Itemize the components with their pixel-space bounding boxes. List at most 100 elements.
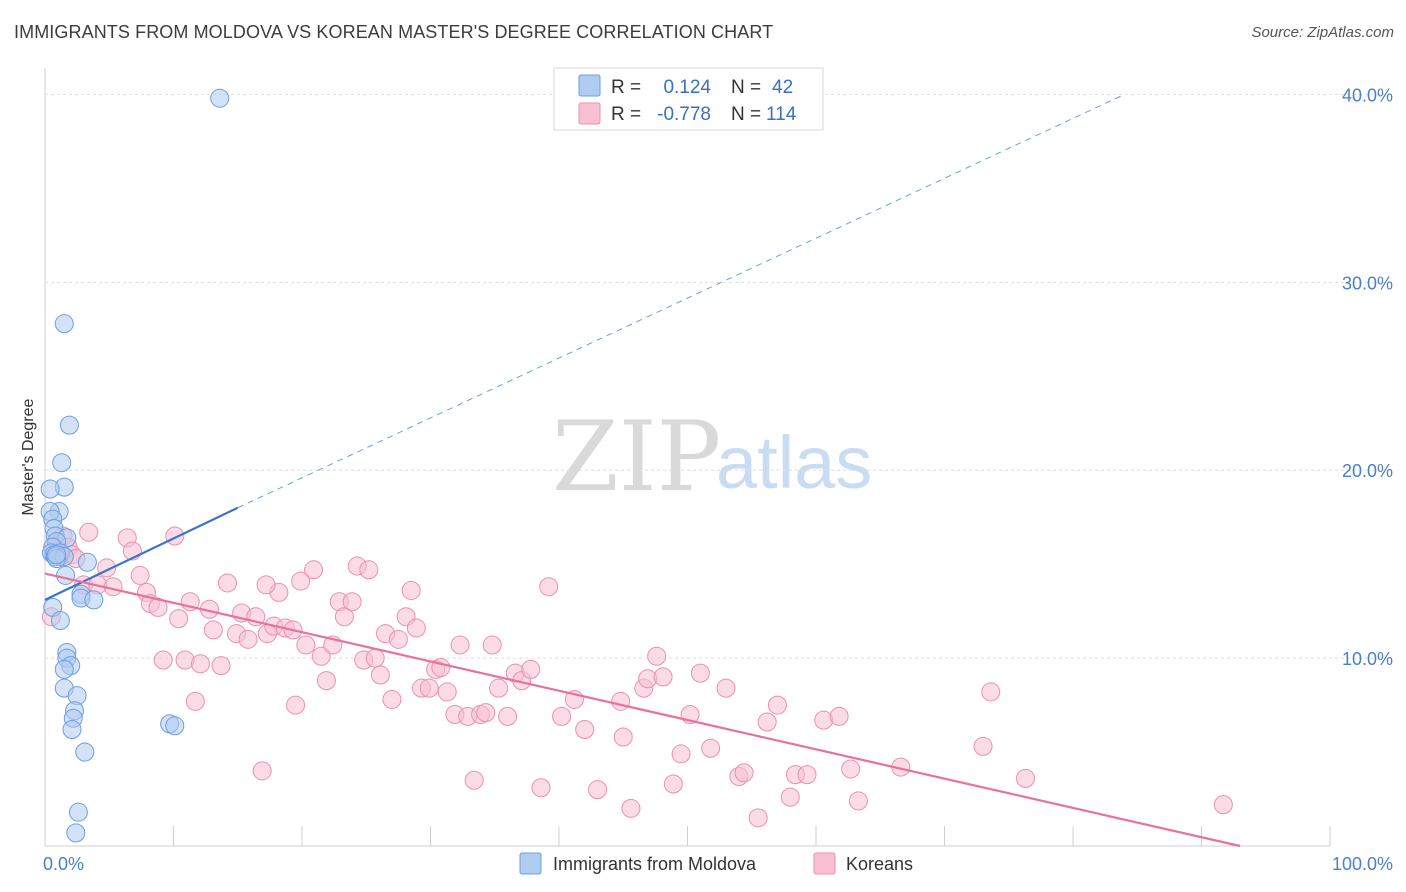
data-point-koreans — [647, 646, 667, 666]
data-point-koreans — [671, 744, 691, 764]
bottom-legend: Immigrants from Moldova Koreans — [519, 852, 913, 875]
legend-swatch-koreans — [578, 102, 601, 125]
data-point-koreans — [296, 635, 316, 655]
data-point-koreans — [701, 738, 721, 758]
data-point-koreans — [780, 787, 800, 807]
gridlines — [45, 93, 1395, 659]
data-point-koreans — [304, 560, 324, 580]
data-point-moldova — [66, 823, 86, 843]
data-point-koreans — [316, 671, 336, 691]
data-point-moldova — [40, 479, 60, 499]
watermark-atlas: atlas — [716, 421, 872, 504]
data-point-koreans — [185, 691, 205, 711]
legend-n-value-koreans: 114 — [766, 104, 797, 125]
data-point-koreans — [342, 592, 362, 612]
data-point-moldova — [210, 88, 230, 108]
data-point-koreans — [748, 808, 768, 828]
data-point-koreans — [841, 759, 861, 779]
chart-title: IMMIGRANTS FROM MOLDOVA VS KOREAN MASTER… — [14, 22, 774, 42]
x-ticks — [44, 826, 1331, 846]
data-point-koreans — [734, 763, 754, 783]
watermark-zip: ZIP — [552, 401, 721, 513]
data-point-koreans — [311, 646, 331, 666]
data-point-moldova — [165, 716, 185, 736]
legend-r-value-koreans: -0.778 — [657, 104, 711, 125]
data-point-koreans — [611, 691, 631, 711]
x-tick-label-max: 100.0% — [1332, 854, 1393, 874]
data-point-koreans — [489, 678, 509, 698]
data-point-koreans — [521, 659, 541, 679]
bottom-legend-swatch-koreans — [813, 852, 836, 875]
legend-n-label-moldova: N = — [731, 77, 761, 98]
legend-r-label-koreans: R = — [611, 104, 641, 125]
legend-n-value-moldova: 42 — [772, 77, 793, 98]
data-point-moldova — [47, 545, 67, 565]
data-point-koreans — [690, 663, 710, 683]
data-point-koreans — [211, 656, 231, 676]
bottom-legend-swatch-moldova — [519, 852, 542, 875]
data-point-koreans — [382, 689, 402, 709]
legend-r-label-moldova: R = — [611, 77, 641, 98]
data-point-moldova — [54, 314, 74, 334]
data-point-moldova — [59, 415, 79, 435]
data-point-koreans — [334, 607, 354, 627]
data-point-koreans — [252, 761, 272, 781]
data-point-koreans — [848, 791, 868, 811]
data-point-koreans — [359, 560, 379, 580]
y-tick-labels: 10.0% 20.0% 30.0% 40.0% — [1342, 85, 1393, 669]
trend-lines — [44, 93, 1241, 848]
data-point-koreans — [482, 635, 502, 655]
data-point-koreans — [498, 706, 518, 726]
data-point-koreans — [1015, 768, 1035, 788]
y-tick-label: 40.0% — [1342, 85, 1393, 105]
data-point-koreans — [653, 667, 673, 687]
data-point-moldova — [68, 802, 88, 822]
data-point-koreans — [217, 573, 237, 593]
data-point-koreans — [431, 658, 451, 678]
data-point-koreans — [767, 695, 787, 715]
trend-line-moldova — [44, 506, 239, 601]
bottom-legend-label-moldova: Immigrants from Moldova — [553, 854, 757, 874]
legend-swatch-moldova — [578, 74, 601, 97]
trend-line-koreans — [44, 572, 1241, 848]
data-point-moldova — [77, 552, 97, 572]
legend-r-value-moldova: 0.124 — [663, 77, 711, 98]
data-point-koreans — [370, 665, 390, 685]
data-point-koreans — [476, 703, 496, 723]
data-point-koreans — [552, 706, 572, 726]
data-point-koreans — [256, 575, 276, 595]
data-point-koreans — [981, 682, 1001, 702]
data-point-koreans — [757, 712, 777, 732]
legend-n-label-koreans: N = — [731, 104, 761, 125]
data-point-moldova — [84, 590, 104, 610]
data-point-moldova — [52, 453, 72, 473]
data-point-koreans — [388, 629, 408, 649]
data-point-koreans — [531, 778, 551, 798]
data-point-koreans — [153, 650, 173, 670]
data-point-koreans — [437, 682, 457, 702]
data-point-koreans — [419, 678, 439, 698]
data-point-koreans — [973, 736, 993, 756]
data-point-koreans — [716, 678, 736, 698]
series-koreans-points — [41, 522, 1233, 828]
data-point-koreans — [621, 798, 641, 818]
data-point-koreans — [539, 577, 559, 597]
data-point-moldova — [56, 565, 76, 585]
data-point-koreans — [575, 720, 595, 740]
y-axis-title: Master's Degree — [20, 398, 37, 515]
data-point-koreans — [797, 765, 817, 785]
data-point-koreans — [613, 727, 633, 747]
data-point-moldova — [75, 742, 95, 762]
data-point-koreans — [829, 706, 849, 726]
data-point-moldova — [54, 659, 74, 679]
data-point-koreans — [406, 618, 426, 638]
x-tick-label-min: 0.0% — [43, 854, 84, 874]
data-point-koreans — [130, 565, 150, 585]
data-point-koreans — [190, 654, 210, 674]
series-moldova-points — [40, 88, 230, 843]
data-point-koreans — [79, 522, 99, 542]
trend-line-moldova-extension — [237, 93, 1125, 509]
y-tick-label: 30.0% — [1342, 273, 1393, 293]
data-point-moldova — [50, 611, 70, 631]
